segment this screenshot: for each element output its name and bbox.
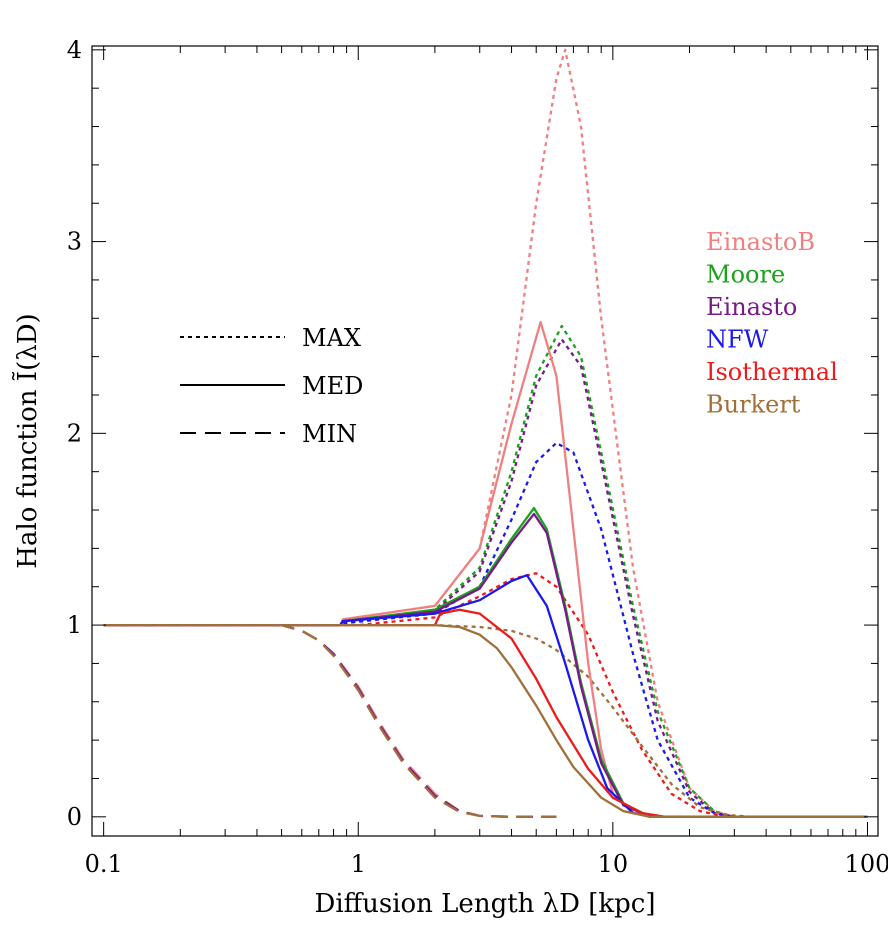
legend-label-min: MIN bbox=[302, 420, 357, 448]
series-line-isothermal-med bbox=[103, 608, 868, 818]
series-line-nfw-max bbox=[103, 441, 868, 818]
y-tick-label: 3 bbox=[67, 228, 82, 256]
series-line-einastob-min bbox=[103, 623, 557, 818]
legend-label-med: MED bbox=[302, 372, 363, 400]
model-label-einastob: EinastoB bbox=[706, 228, 815, 256]
x-tick-label: 10 bbox=[598, 850, 629, 878]
series-line-burkert-min bbox=[103, 623, 557, 818]
x-tick-label: 100 bbox=[845, 850, 888, 878]
series-line-isothermal-max bbox=[103, 572, 868, 818]
y-axis-label: Halo function Ĩ(λD) bbox=[11, 313, 43, 568]
model-label-moore: Moore bbox=[706, 261, 785, 289]
series-line-einasto-min bbox=[103, 623, 557, 818]
x-axis-label: Diffusion Length λD [kpc] bbox=[314, 889, 655, 919]
series-line-burkert-med bbox=[103, 623, 868, 818]
model-legend: EinastoB Moore Einasto NFW Isothermal Burkert bbox=[706, 228, 838, 419]
series-line-einasto-med bbox=[103, 512, 868, 818]
y-tick-label: 2 bbox=[67, 419, 82, 447]
x-tick-label: 1 bbox=[351, 850, 366, 878]
line-style-legend: MAX MED MIN bbox=[180, 324, 363, 448]
series-line-nfw-med bbox=[103, 574, 868, 818]
model-label-einasto: Einasto bbox=[706, 293, 797, 321]
series-line-burkert-max bbox=[103, 623, 868, 818]
plot-frame bbox=[91, 45, 879, 837]
ticks-layer: 0.1 1 10 100 0 1 2 3 4 bbox=[67, 36, 888, 878]
legend-label-max: MAX bbox=[302, 324, 361, 352]
model-label-burkert: Burkert bbox=[706, 391, 801, 419]
y-tick-label: 0 bbox=[67, 803, 82, 831]
x-tick-label: 0.1 bbox=[85, 850, 123, 878]
y-tick-label: 4 bbox=[67, 36, 82, 64]
model-label-isothermal: Isothermal bbox=[706, 358, 838, 386]
series-line-einasto-max bbox=[103, 338, 868, 818]
series-layer bbox=[103, 48, 868, 818]
model-label-nfw: NFW bbox=[706, 326, 769, 354]
y-tick-label: 1 bbox=[67, 611, 82, 639]
